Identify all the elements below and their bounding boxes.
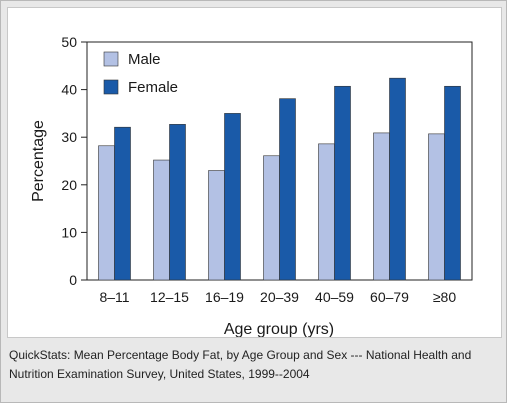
chart-panel: 0 10 20 30 40 50 8–11 12–15 16–19 20–39 40–59 60–7… — [7, 7, 502, 338]
female-bar — [280, 99, 296, 280]
y-tick-label: 10 — [61, 224, 77, 240]
y-axis: 0 10 20 30 40 50 — [61, 34, 87, 288]
male-bar — [319, 144, 335, 280]
legend-swatch-male — [104, 52, 118, 66]
male-bar — [154, 160, 170, 280]
male-bar — [209, 171, 225, 280]
male-bar — [264, 156, 280, 280]
female-bar — [225, 113, 241, 280]
bar-series — [99, 78, 461, 280]
x-tick-label: 8–11 — [99, 289, 129, 305]
female-bar — [170, 124, 186, 280]
y-tick-label: 20 — [61, 177, 77, 193]
bar-chart: 0 10 20 30 40 50 8–11 12–15 16–19 20–39 40–59 60–7… — [8, 8, 501, 337]
x-tick-label: 20–39 — [260, 289, 299, 305]
male-bar — [99, 146, 115, 280]
figure-caption: QuickStats: Mean Percentage Body Fat, by… — [9, 346, 499, 384]
female-bar — [335, 86, 351, 280]
y-axis-label: Percentage — [30, 120, 47, 202]
y-tick-label: 50 — [61, 34, 77, 50]
legend-label-female: Female — [128, 79, 178, 96]
y-tick-label: 0 — [69, 272, 77, 288]
x-tick-label: 40–59 — [315, 289, 354, 305]
male-bar — [429, 134, 445, 280]
legend-swatch-female — [104, 80, 118, 94]
x-tick-label: ≥80 — [433, 289, 456, 305]
legend: Male Female — [104, 51, 178, 96]
x-tick-label: 60–79 — [370, 289, 409, 305]
female-bar — [390, 78, 406, 280]
legend-label-male: Male — [128, 51, 161, 68]
female-bar — [115, 127, 131, 280]
y-tick-label: 40 — [61, 82, 77, 98]
female-bar — [445, 86, 461, 280]
x-tick-label: 16–19 — [205, 289, 244, 305]
x-axis: 8–11 12–15 16–19 20–39 40–59 60–79 ≥80 — [99, 289, 456, 305]
y-tick-label: 30 — [61, 129, 77, 145]
x-axis-label: Age group (yrs) — [224, 321, 334, 337]
x-tick-label: 12–15 — [150, 289, 189, 305]
male-bar — [374, 133, 390, 280]
